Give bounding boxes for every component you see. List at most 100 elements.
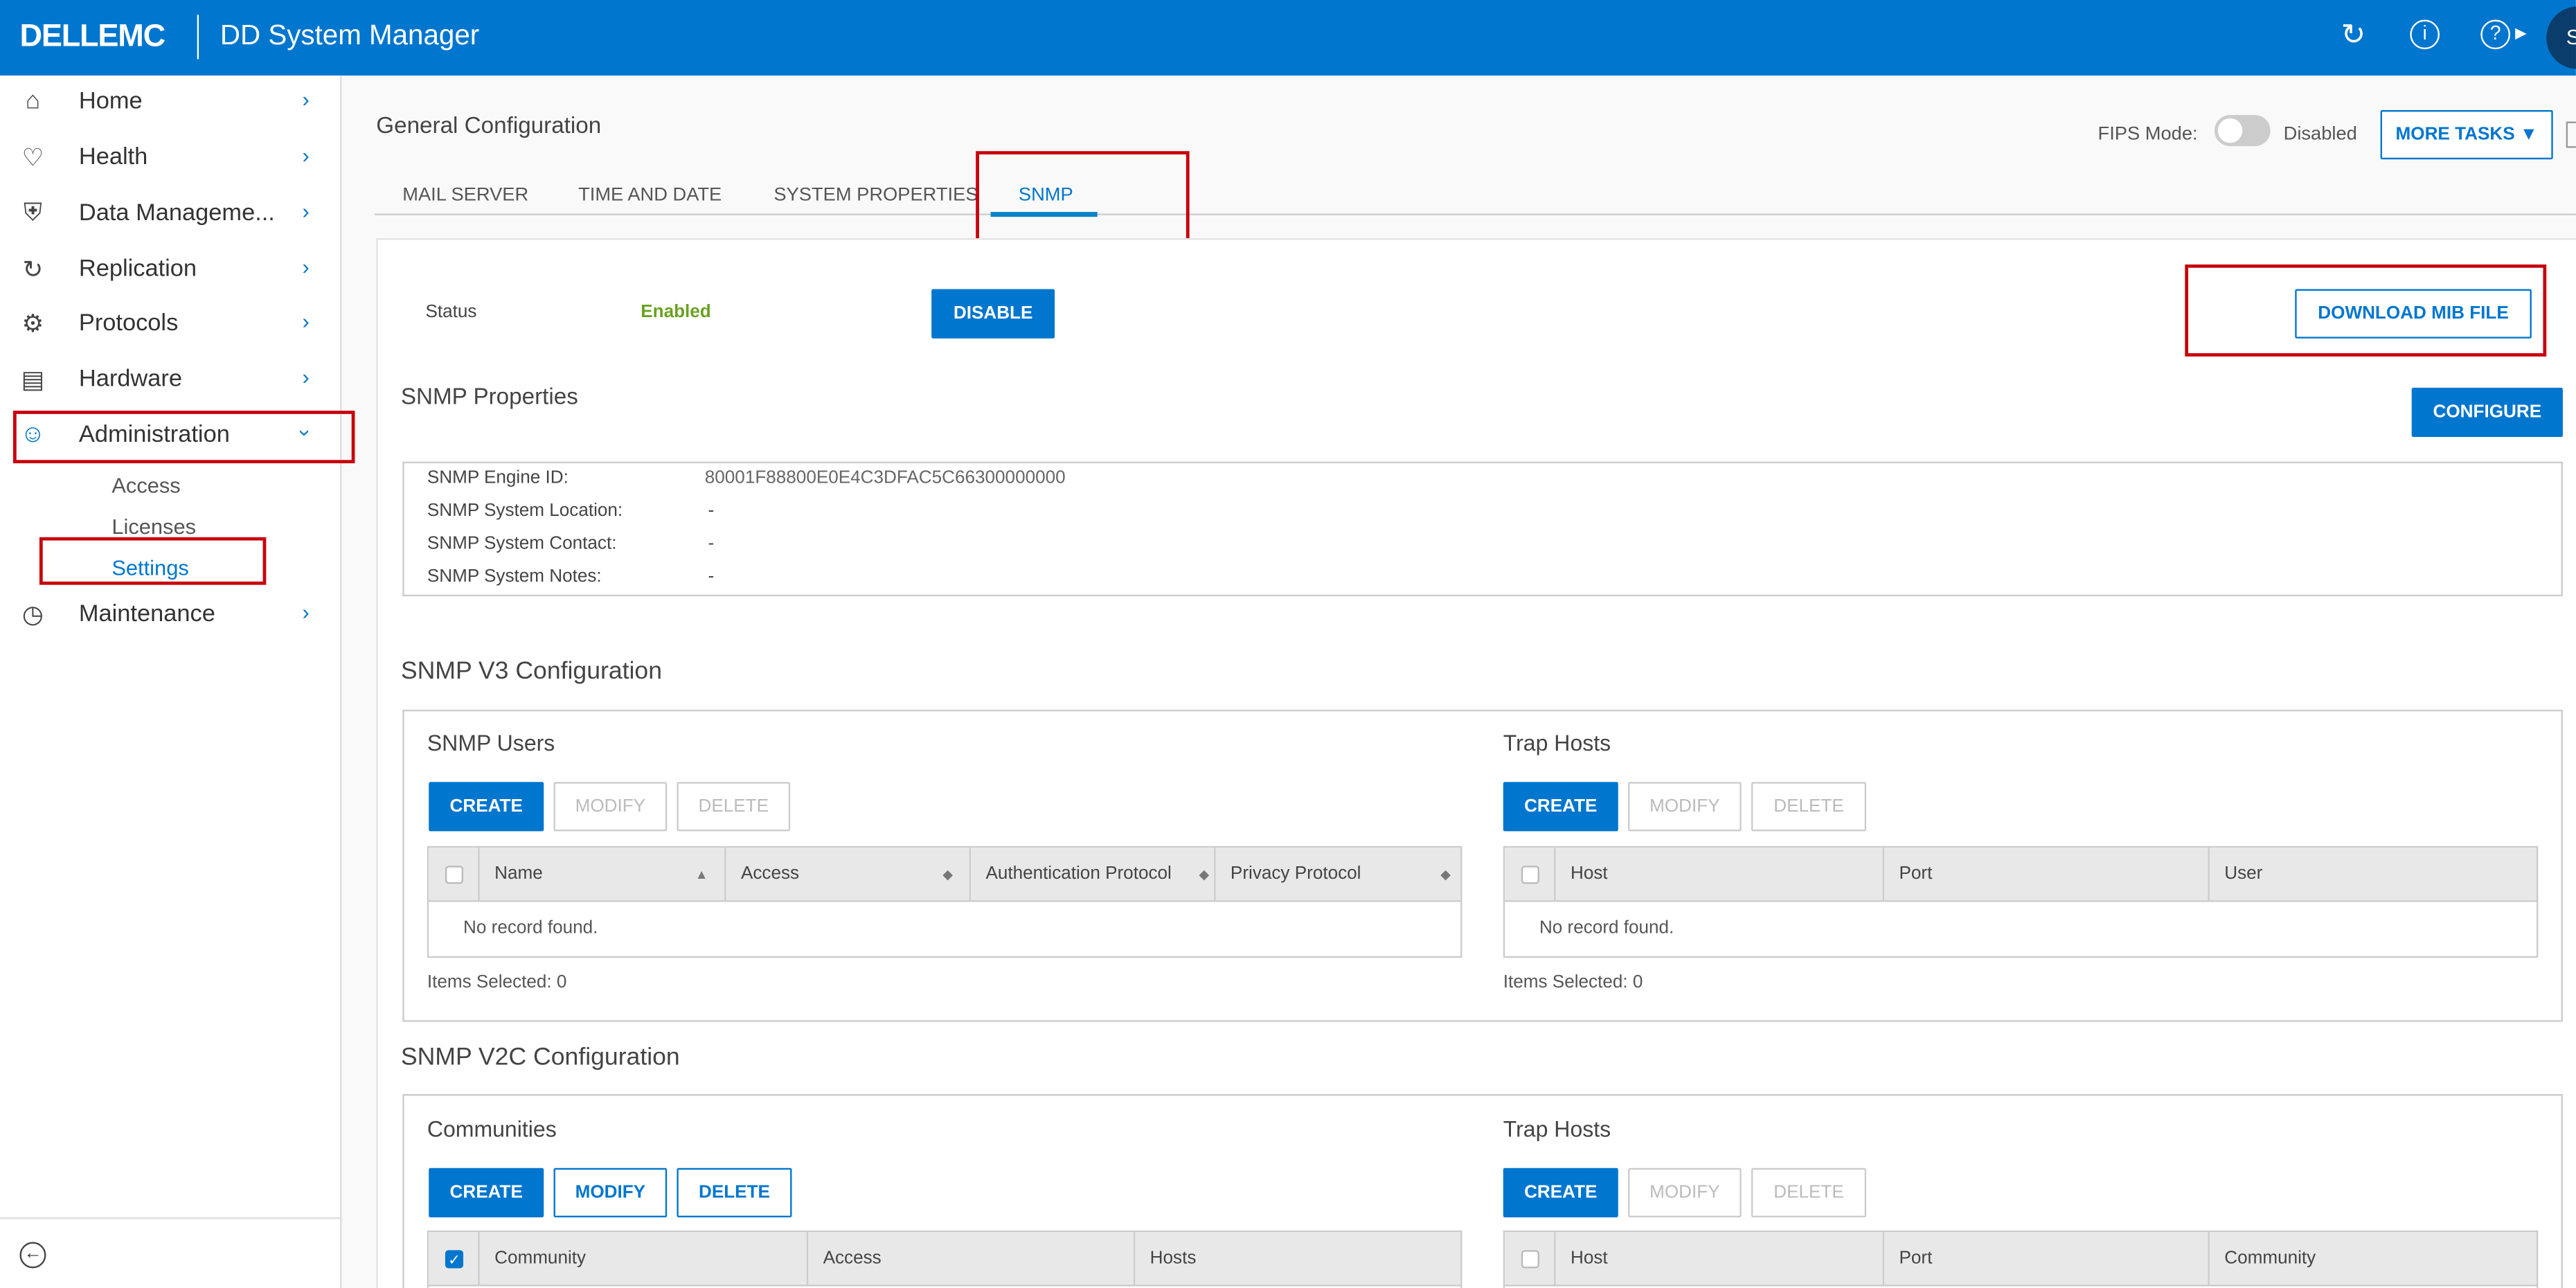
column-header-port[interactable]: Port [1884, 848, 2210, 902]
sidebar-item-administration[interactable]: ☺ Administration › [0, 412, 340, 461]
info-icon[interactable]: i [2410, 19, 2440, 50]
sidebar-item-protocols[interactable]: ⚙ Protocols › [0, 301, 340, 350]
configure-button[interactable]: CONFIGURE [2411, 387, 2563, 438]
sidebar-item-label: Protocols [78, 310, 179, 337]
panel-toggle-icon[interactable] [2566, 121, 2576, 148]
sort-icon: ◆ [1199, 867, 1210, 882]
communities-create-button[interactable]: CREATE [429, 1168, 544, 1217]
tab-system-properties[interactable]: SYSTEM PROPERTIES [773, 186, 978, 206]
column-header-user[interactable]: User [2209, 848, 2537, 902]
engine-id-label: SNMP Engine ID: [427, 468, 569, 488]
column-label: Name [494, 864, 543, 884]
disable-button[interactable]: DISABLE [931, 289, 1055, 339]
v2c-trap-create-button[interactable]: CREATE [1503, 1168, 1618, 1217]
empty-message: No record found. [463, 918, 598, 938]
header-divider [197, 15, 199, 60]
admin-user-icon: ☺ [20, 420, 46, 449]
sidebar-divider [0, 1217, 341, 1219]
sidebar-item-maintenance[interactable]: ◷ Maintenance › [0, 591, 340, 641]
communities-modify-button[interactable]: MODIFY [553, 1168, 668, 1217]
fips-mode-state: Disabled [2283, 125, 2357, 145]
system-location-label: SNMP System Location: [427, 501, 623, 521]
sort-icon: ◆ [1440, 867, 1451, 882]
v3-trap-delete-button[interactable]: DELETE [1751, 782, 1867, 832]
v2c-trap-hosts-table: Host Port Community [1503, 1230, 2539, 1288]
v3-users-delete-button[interactable]: DELETE [677, 782, 791, 832]
sidebar-item-hardware[interactable]: ▤ Hardware › [0, 357, 340, 406]
sidebar-item-home[interactable]: ⌂ Home › [0, 79, 340, 128]
snmp-users-title: SNMP Users [427, 731, 555, 756]
column-header-port[interactable]: Port [1884, 1232, 2210, 1287]
tab-snmp[interactable]: SNMP [1018, 186, 1073, 206]
column-header-access[interactable]: Access [808, 1232, 1136, 1287]
system-contact-value: - [708, 534, 715, 554]
caret-down-icon: ▼ [2519, 125, 2538, 145]
refresh-icon[interactable]: ↻ [2341, 18, 2366, 51]
chevron-right-icon: › [302, 87, 310, 112]
sidebar-subitem-settings[interactable]: Settings [111, 555, 189, 580]
tab-time-and-date[interactable]: TIME AND DATE [578, 186, 722, 206]
select-all-cell [429, 848, 480, 902]
select-all-checkbox[interactable] [1521, 1250, 1539, 1269]
column-header-authentication-protocol[interactable]: Authentication Protocol ◆ [971, 848, 1216, 902]
v3-trap-modify-button[interactable]: MODIFY [1628, 782, 1742, 832]
sidebar-item-data-management[interactable]: ⛨ Data Manageme... › [0, 190, 340, 240]
v3-trap-create-button[interactable]: CREATE [1503, 782, 1618, 832]
select-all-checkbox[interactable] [1521, 866, 1539, 884]
system-notes-label: SNMP System Notes: [427, 566, 602, 587]
snmp-properties-title: SNMP Properties [400, 382, 578, 409]
protocols-icon: ⚙ [21, 310, 44, 339]
system-contact-label: SNMP System Contact: [427, 534, 617, 554]
sidebar-item-label: Replication [78, 256, 197, 283]
snmp-users-table: Name ▲ Access ◆ Authentication Protocol ◆ P… [427, 846, 1463, 958]
column-header-host[interactable]: Host [1555, 848, 1885, 902]
collapse-sidebar-icon[interactable]: ← [19, 1242, 46, 1269]
items-selected: Items Selected: 0 [427, 972, 567, 992]
sidebar-item-health[interactable]: ♡ Health › [0, 135, 340, 184]
v3-users-modify-button[interactable]: MODIFY [553, 782, 668, 832]
column-header-host[interactable]: Host [1555, 1232, 1885, 1287]
column-header-community[interactable]: Community [2209, 1232, 2537, 1287]
communities-delete-button[interactable]: DELETE [677, 1168, 792, 1217]
column-header-name[interactable]: Name ▲ [479, 848, 726, 902]
column-header-access[interactable]: Access ◆ [726, 848, 972, 902]
status-value: Enabled [641, 302, 711, 322]
app-title: DD System Manager [220, 19, 480, 51]
sidebar-item-replication[interactable]: ↻ Replication › [0, 247, 340, 296]
column-header-community[interactable]: Community [479, 1232, 809, 1287]
column-header-hosts[interactable]: Hosts [1135, 1232, 1461, 1287]
v3-trap-hosts-title: Trap Hosts [1503, 731, 1611, 756]
help-icon[interactable]: ? [2480, 19, 2511, 50]
fips-mode-toggle[interactable] [2214, 115, 2271, 147]
v2c-trap-modify-button[interactable]: MODIFY [1628, 1168, 1742, 1217]
chevron-right-icon: › [302, 199, 310, 224]
more-tasks-label: MORE TASKS [2395, 125, 2515, 145]
sidebar-item-label: Maintenance [78, 601, 215, 628]
v3-users-create-button[interactable]: CREATE [429, 782, 544, 832]
download-mib-file-button[interactable]: DOWNLOAD MIB FILE [2295, 289, 2532, 339]
sync-icon: ↻ [22, 256, 44, 285]
column-label: Access [740, 864, 800, 884]
avatar[interactable]: S [2546, 6, 2576, 69]
help-menu-caret-icon[interactable]: ▶ [2515, 24, 2527, 42]
highlight-download-mib [2185, 264, 2547, 357]
select-all-checkbox[interactable] [445, 866, 464, 884]
sidebar-subitem-access[interactable]: Access [111, 473, 181, 498]
snmp-properties-box [402, 461, 2563, 597]
more-tasks-button[interactable]: MORE TASKS ▼ [2380, 109, 2553, 160]
highlight-administration [12, 411, 355, 464]
snmp-v2c-title: SNMP V2C Configuration [400, 1043, 680, 1071]
sidebar-subitem-licenses[interactable]: Licenses [111, 514, 197, 539]
sidebar-item-label: Hardware [78, 366, 183, 393]
v2c-trap-delete-button[interactable]: DELETE [1751, 1168, 1867, 1217]
tab-mail-server[interactable]: MAIL SERVER [402, 186, 529, 206]
select-all-cell [1505, 848, 1556, 902]
v2c-trap-hosts-title: Trap Hosts [1503, 1117, 1611, 1142]
select-all-checkbox-checked[interactable]: ✓ [445, 1250, 464, 1269]
shield-icon: ⛨ [24, 199, 42, 227]
communities-table: ✓ Community Access Hosts [427, 1230, 1463, 1288]
clock-icon: ◷ [21, 601, 44, 629]
chevron-right-icon: › [302, 143, 310, 168]
snmp-v3-title: SNMP V3 Configuration [400, 656, 663, 686]
column-header-privacy-protocol[interactable]: Privacy Protocol ◆ [1215, 848, 1461, 902]
